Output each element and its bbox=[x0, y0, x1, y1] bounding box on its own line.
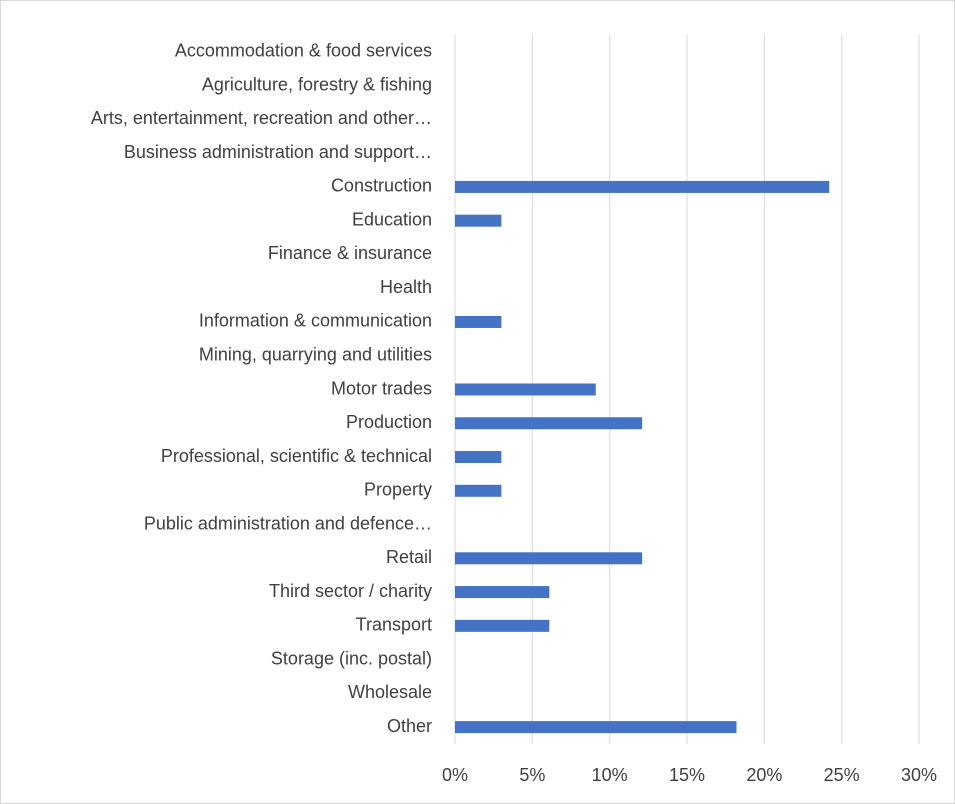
bar bbox=[455, 552, 642, 564]
y-tick-label: Business administration and support… bbox=[124, 142, 432, 162]
x-tick-label: 15% bbox=[669, 765, 705, 785]
y-tick-label: Health bbox=[380, 277, 432, 297]
x-tick-label: 30% bbox=[901, 765, 937, 785]
y-tick-label: Third sector / charity bbox=[269, 581, 432, 601]
chart: 0% 5% 10% 15% 20% 25% 30% Accommodation & food … bbox=[0, 0, 955, 804]
y-tick-label: Agriculture, forestry & fishing bbox=[202, 74, 432, 94]
bar bbox=[455, 721, 736, 733]
bar bbox=[455, 181, 829, 193]
bar bbox=[455, 215, 501, 227]
y-tick-label: Other bbox=[387, 716, 432, 736]
x-tick-label: 25% bbox=[824, 765, 860, 785]
bar bbox=[455, 451, 501, 463]
x-tick-label: 10% bbox=[592, 765, 628, 785]
bar bbox=[455, 485, 501, 497]
bar bbox=[455, 417, 642, 429]
x-tick-label: 20% bbox=[746, 765, 782, 785]
y-tick-label: Information & communication bbox=[199, 311, 432, 331]
bar bbox=[455, 586, 549, 598]
y-tick-label: Storage (inc. postal) bbox=[271, 648, 432, 668]
y-tick-label: Motor trades bbox=[331, 378, 432, 398]
y-tick-label: Wholesale bbox=[348, 682, 432, 702]
y-tick-label: Construction bbox=[331, 176, 432, 196]
y-tick-label: Transport bbox=[356, 615, 432, 635]
y-tick-label: Public administration and defence… bbox=[144, 513, 432, 533]
y-tick-label: Retail bbox=[386, 547, 432, 567]
x-tick-label: 5% bbox=[519, 765, 545, 785]
x-tick-label: 0% bbox=[442, 765, 468, 785]
y-tick-label: Mining, quarrying and utilities bbox=[199, 344, 432, 364]
y-tick-label: Accommodation & food services bbox=[175, 41, 432, 61]
y-tick-label: Arts, entertainment, recreation and othe… bbox=[91, 108, 432, 128]
y-tick-label: Education bbox=[352, 209, 432, 229]
y-tick-label: Production bbox=[346, 412, 432, 432]
bar bbox=[455, 316, 501, 328]
bar bbox=[455, 620, 549, 632]
y-tick-label: Finance & insurance bbox=[268, 243, 432, 263]
bar bbox=[455, 384, 596, 396]
y-tick-label: Property bbox=[364, 480, 432, 500]
y-tick-label: Professional, scientific & technical bbox=[161, 446, 432, 466]
